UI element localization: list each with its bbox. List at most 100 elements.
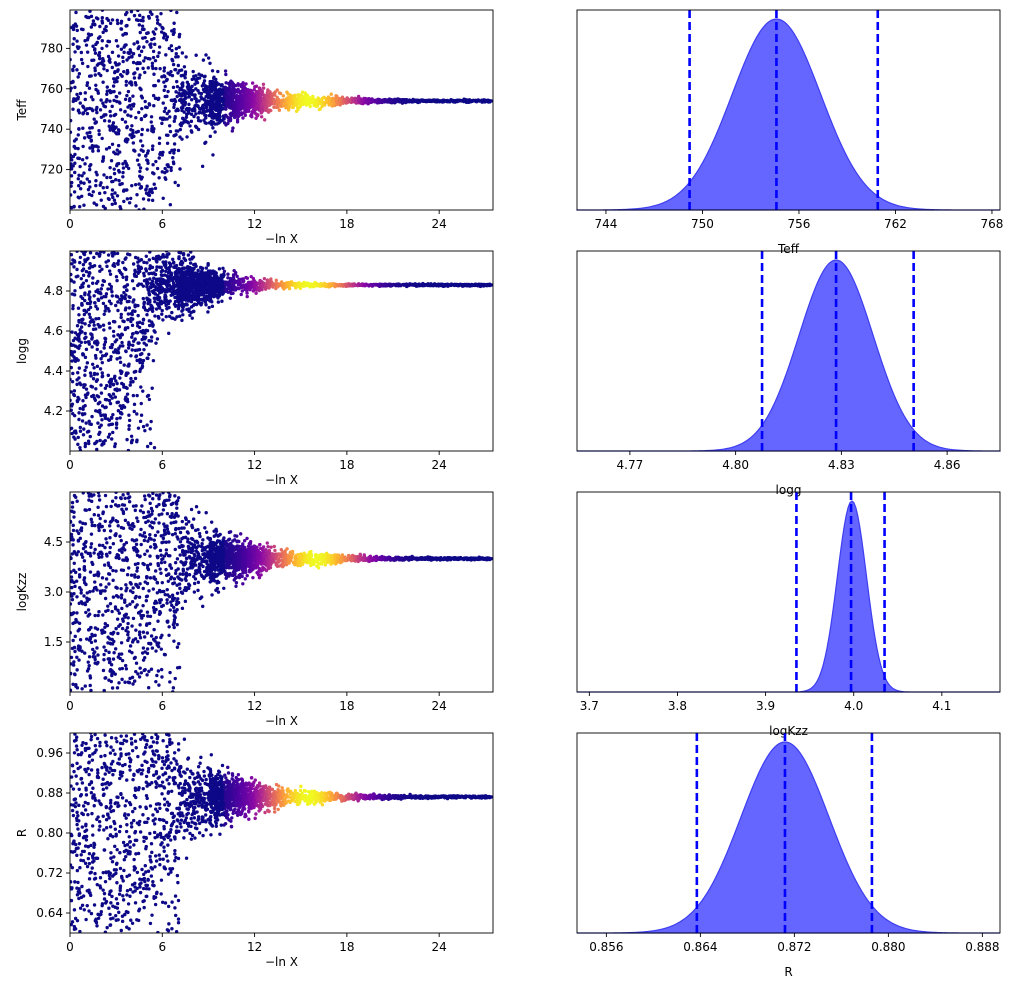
trace-point [154,66,158,71]
trace-point [132,42,136,46]
trace-point [86,439,91,443]
trace-point [129,114,133,118]
trace-point [141,197,146,201]
trace-point [99,350,103,354]
trace-point [313,99,317,104]
trace-point [131,262,136,266]
trace-point [128,81,132,85]
trace-point [228,93,232,97]
trace-point [88,315,92,320]
trace-point [71,68,75,73]
trace-point [123,109,127,114]
trace-point [119,315,123,320]
trace-point [125,93,129,98]
trace-point [150,37,154,42]
trace-point [81,111,85,115]
trace-point [164,303,168,308]
trace-point [118,404,122,408]
trace-point [110,202,114,206]
trace-point [122,285,126,289]
trace-point [169,165,173,170]
trace-point [124,288,129,292]
trace-point [89,134,93,139]
trace-point [97,316,101,321]
trace-point [87,290,92,294]
trace-point [82,136,87,140]
trace-point [106,253,111,257]
trace-point [221,91,225,95]
trace-point [139,185,144,190]
trace-ytick-label: 780 [40,41,63,55]
trace-point [93,73,97,77]
trace-point [266,108,270,112]
trace-point [118,360,123,365]
trace-point [72,144,77,149]
trace-point [157,306,162,310]
trace-point [75,324,80,328]
trace-point [144,254,148,258]
trace-point [224,98,229,102]
trace-point [214,293,219,297]
trace-point [141,318,146,322]
trace-point [123,139,128,143]
trace-point [151,55,156,60]
trace-point [141,15,145,20]
trace-point [210,100,215,104]
trace-point [150,61,155,65]
trace-point [79,181,83,185]
trace-point [91,276,95,280]
trace-point [232,288,237,292]
trace-point [103,413,108,417]
trace-point [109,126,114,130]
trace-point [235,120,240,124]
trace-point [431,99,435,103]
trace-point [201,58,206,62]
trace-point [384,98,388,102]
trace-point [214,113,219,117]
trace-point [289,94,293,98]
trace-point [150,386,154,390]
trace-point [245,90,250,95]
trace-point [78,101,82,105]
trace-point [197,72,201,76]
trace-point [95,347,99,352]
trace-point [107,124,111,128]
trace-point [88,167,92,172]
trace-point [99,357,103,361]
trace-point [82,427,86,431]
trace-point [127,17,131,22]
trace-point [186,111,191,115]
trace-point [72,139,77,143]
trace-point [83,97,87,102]
trace-point [83,298,87,303]
trace-point [114,274,119,279]
trace-point [232,268,236,273]
trace-point [327,103,331,107]
trace-point [184,115,189,120]
trace-point [112,198,117,202]
trace-point [226,121,230,126]
trace-point [88,262,92,266]
trace-point [274,105,279,110]
trace-point [260,110,264,114]
trace-point [97,191,102,196]
trace-point [73,260,77,264]
trace-point [165,111,169,116]
trace-point [245,276,250,280]
trace-point [106,435,111,439]
trace-point [103,416,108,421]
trace-point [158,66,162,71]
trace-point [146,308,150,313]
trace-point [167,109,171,113]
trace-point [207,113,212,118]
trace-point [106,287,110,291]
trace-point [104,352,109,356]
trace-point [143,428,147,433]
trace-point [168,115,172,119]
trace-point [113,191,117,195]
trace-point [122,385,126,389]
trace-point [78,406,82,411]
trace-point [96,291,101,295]
trace-point [141,424,146,429]
trace-point [143,99,147,104]
